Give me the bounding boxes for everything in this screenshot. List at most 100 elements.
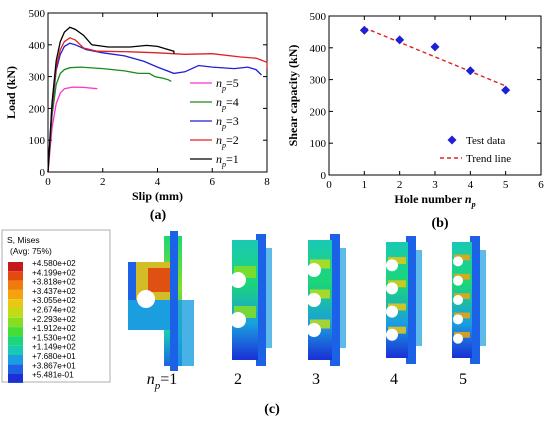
contour-legend-swatch [8,317,23,328]
fe-model-hole [453,333,463,344]
contour-legend-value: +3.867e+01 [32,361,76,370]
fe-model-4 [386,236,422,364]
fe-model-plate [470,236,480,364]
contour-legend-swatch [8,327,23,337]
chart-b-xtick-label: 5 [503,179,509,191]
fe-models: np=1 2 3 4 5 [128,231,486,392]
fe-model-hole [386,328,398,341]
chart-b-ytick-label: 400 [310,43,327,55]
chart-a-series-line [47,26,175,173]
fe-model-1 [128,231,194,371]
chart-b-data-point [501,85,511,95]
fe-model-2 [230,234,272,366]
chart-a-legend-label: np=3 [216,114,239,131]
chart-b-ytick-label: 300 [310,75,327,87]
chart-a-series-line [47,42,262,173]
contour-legend-swatch [8,271,23,281]
contour-legend-value: +4.199e+02 [32,268,76,277]
chart-b-ylabel: Shear capacity (kN) [286,45,300,147]
chart-a-xlabel: Slip (mm) [132,189,183,203]
chart-a-xtick-label: 6 [210,176,216,188]
chart-a-legend-label: np=5 [216,76,239,93]
chart-a-xtick-label: 0 [45,176,51,188]
chart-b-ytick-label: 200 [310,106,327,118]
fe-model-hole [386,305,398,318]
chart-a-legend-label: np=1 [216,152,239,169]
contour-legend-value: +1.149e+02 [32,343,76,352]
contour-legend-swatch [8,364,23,374]
contour-legend-value: +2.674e+02 [32,306,76,315]
contour-legend-swatch [8,345,23,355]
fe-model-3 [307,234,346,366]
chart-b-data-point [395,35,405,45]
chart-a-xtick-label: 4 [155,176,161,188]
chart-b-legend-marker [447,135,457,145]
contour-legend-value: +3.437e+02 [32,287,76,296]
chart-a-series-line [47,66,172,173]
fe-model-plate [256,234,266,366]
fe-model-label: np=1 [147,371,178,392]
panel-label-a: (a) [150,208,167,223]
fe-model-hole [307,293,321,307]
contour-legend-swatch [8,373,23,383]
contour-legend-value: +4.580e+02 [32,259,76,268]
fe-model-hole [230,272,246,288]
chart-b-legend-label: Trend line [466,153,511,165]
chart-a: 0 2 4 6 8 0 100 200 300 400 500 Slip (mm) Load (kN) n… [4,8,270,203]
chart-a-ytick-label: 100 [29,135,46,147]
chart-a-series-line [47,86,98,173]
contour-legend-swatch [8,299,23,309]
chart-a-ytick-label: 200 [29,103,46,115]
fe-model-label: 5 [459,371,467,388]
chart-b-xtick-label: 6 [538,179,544,191]
contour-legend-value: +3.055e+02 [32,296,76,305]
chart-a-ytick-label: 0 [40,167,46,179]
fe-model-hole [307,263,321,277]
chart-b-ytick-label: 500 [310,11,327,23]
contour-legend-value: +5.481e-01 [32,371,74,380]
contour-legend-swatch [8,336,23,346]
chart-b-xtick-label: 0 [326,179,332,191]
chart-a-ytick-label: 300 [29,72,46,84]
fe-model-plate [330,234,340,366]
chart-b-data-point [430,42,440,52]
chart-b-xtick-label: 4 [468,179,474,191]
chart-b-data-point [359,25,369,35]
fe-model-hole [137,290,155,308]
contour-legend-value: +2.293e+02 [32,315,76,324]
chart-b-xtick-label: 3 [432,179,438,191]
chart-a-ytick-label: 500 [29,8,46,20]
contour-legend: S, Mises (Avg: 75%) +4.580e+02+4.199e+02… [1,229,111,383]
chart-a-xtick-label: 8 [264,176,270,188]
fe-model-hole [386,259,398,272]
contour-legend-swatch [8,262,23,272]
panel-label-b: (b) [431,216,448,231]
chart-a-series-line [47,37,268,173]
contour-legend-swatch [8,280,23,290]
panel-label-c: (c) [264,402,280,417]
contour-legend-swatch [8,308,23,318]
fe-model-label: 2 [234,371,242,388]
chart-a-ytick-label: 400 [29,40,46,52]
chart-b-data-point [465,66,475,76]
fe-model-plate [170,231,178,371]
contour-legend-value: +3.818e+02 [32,278,76,287]
chart-b-frame [328,15,542,176]
chart-b-legend-label: Test data [466,135,505,147]
chart-b-ytick-label: 100 [310,138,327,150]
contour-legend-swatch [8,355,23,365]
fe-model-label: 4 [390,371,398,388]
fe-model-hole [307,323,321,337]
fe-model-hole [453,314,463,325]
fe-model-hole [453,256,463,267]
chart-a-frame [47,12,268,173]
contour-legend-value: +7.680e+01 [32,352,76,361]
fe-model-5 [452,236,486,364]
fe-model-hole [230,312,246,328]
chart-a-legend-label: np=4 [216,95,239,112]
chart-b-xtick-label: 2 [397,179,403,191]
fe-model-plate [406,236,416,364]
chart-a-ylabel: Load (kN) [4,66,18,119]
contour-legend-value: +1.530e+02 [32,333,76,342]
